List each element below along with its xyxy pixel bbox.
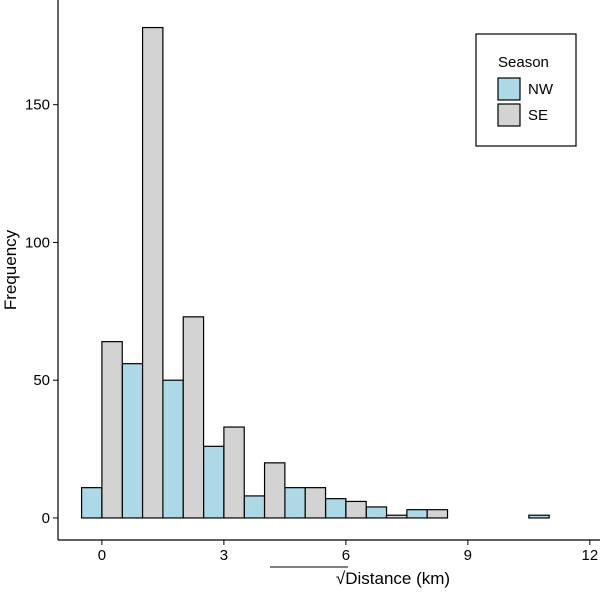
- bar: [345, 500, 367, 519]
- bar: [202, 445, 225, 519]
- bar: [121, 363, 144, 519]
- bar: [101, 341, 123, 519]
- x-tick-label: 12: [581, 547, 598, 564]
- x-tick-label: 0: [98, 547, 106, 564]
- legend-box: [475, 33, 577, 147]
- bar: [406, 509, 428, 519]
- legend-key: [497, 103, 521, 127]
- bar: [141, 26, 164, 519]
- bar: [162, 379, 184, 519]
- legend-title: Season: [498, 54, 549, 71]
- legend-key: [497, 77, 521, 101]
- y-tick-label: 50: [33, 372, 50, 389]
- y-tick-label: 100: [25, 234, 50, 251]
- x-tick-label: 9: [464, 547, 472, 564]
- bar: [80, 487, 103, 519]
- bar: [385, 514, 408, 519]
- x-tick-label: 6: [342, 547, 350, 564]
- x-axis-label: √Distance (km): [336, 569, 450, 588]
- bar: [263, 462, 286, 519]
- bar: [365, 506, 388, 519]
- bar: [324, 498, 347, 519]
- y-axis-label: Frequency: [1, 229, 20, 310]
- y-tick-label: 150: [25, 97, 50, 114]
- legend-label: SE: [528, 107, 548, 124]
- bar: [304, 487, 327, 519]
- x-tick-label: 3: [220, 547, 228, 564]
- bar: [182, 316, 205, 519]
- bar: [223, 426, 245, 519]
- bar: [284, 487, 306, 519]
- y-tick-label: 0: [42, 510, 50, 527]
- legend-label: NW: [528, 81, 554, 98]
- bar: [243, 495, 266, 519]
- bar: [426, 509, 449, 519]
- bar: [528, 514, 550, 519]
